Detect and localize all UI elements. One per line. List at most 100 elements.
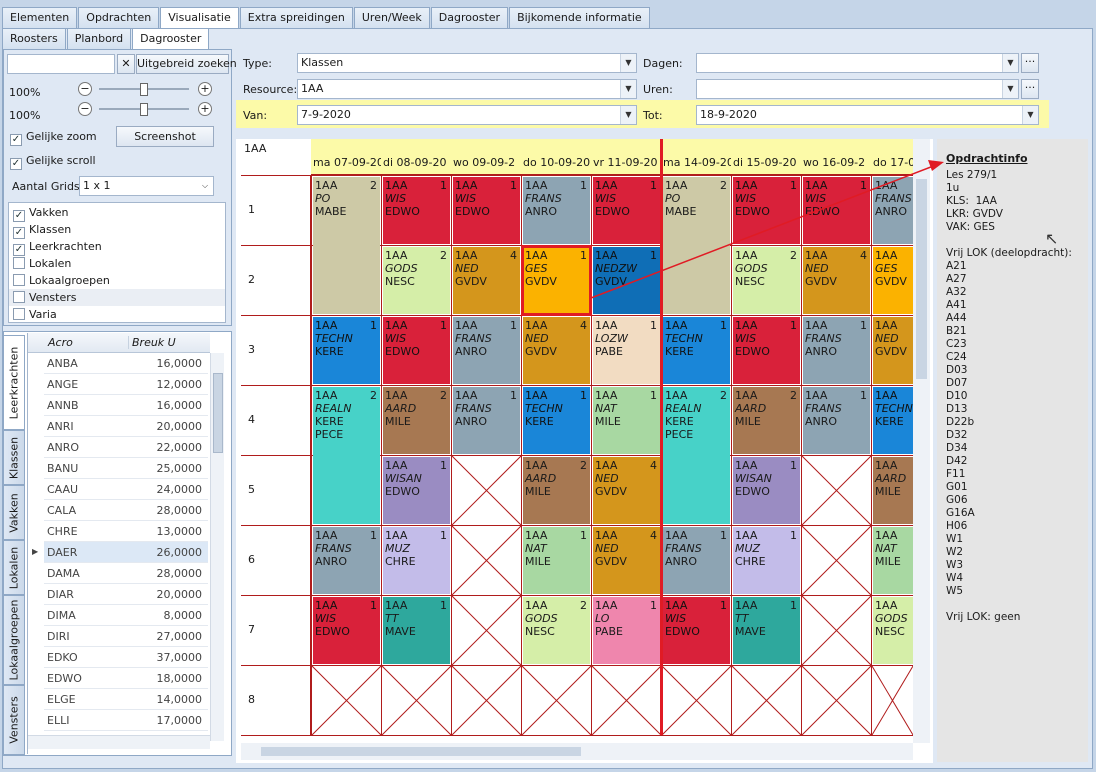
col-acro[interactable]: Acro xyxy=(48,336,73,349)
table-row[interactable]: ELGE 14,0000 xyxy=(44,689,208,710)
table-scrollbar[interactable] xyxy=(210,353,224,741)
grid-hscroll-thumb[interactable] xyxy=(261,747,581,756)
empty-slot[interactable] xyxy=(802,666,871,735)
table-row[interactable]: DAER 26,0000 ▶ xyxy=(32,542,208,563)
day-header[interactable]: ma 14-09-20 xyxy=(663,156,731,169)
lesson-block[interactable]: 1AA WIS EDWO 1 xyxy=(453,177,520,244)
col-breuk[interactable]: Breuk U xyxy=(128,336,176,349)
vtab-leerkrachten[interactable]: Leerkrachten xyxy=(3,335,25,430)
table-row[interactable]: ANBA 16,0000 xyxy=(44,353,208,374)
layer-item[interactable]: ✓ Klassen xyxy=(9,221,225,239)
zoom-out-1-button[interactable]: − xyxy=(78,82,92,96)
empty-slot[interactable] xyxy=(802,456,871,525)
empty-slot[interactable] xyxy=(592,666,661,735)
lesson-block[interactable]: 1AA WIS EDWO 1 xyxy=(663,597,730,664)
tab-bijkomende-informatie[interactable]: Bijkomende informatie xyxy=(509,7,650,28)
subtab-roosters[interactable]: Roosters xyxy=(2,28,66,49)
table-row[interactable]: ANRO 22,0000 xyxy=(44,437,208,458)
lesson-block[interactable]: 1AA FRANS ANRO 1 xyxy=(663,527,730,594)
lesson-block[interactable]: 1AA NED GVDV xyxy=(873,317,914,384)
search-input[interactable] xyxy=(7,54,115,74)
table-row[interactable]: ANGE 12,0000 xyxy=(44,374,208,395)
tab-opdrachten[interactable]: Opdrachten xyxy=(78,7,160,28)
lesson-block[interactable]: 1AA NED GVDV 4 xyxy=(593,527,660,594)
table-row[interactable]: DIAR 20,0000 xyxy=(44,584,208,605)
table-row[interactable]: DIRI 27,0000 xyxy=(44,626,208,647)
lesson-block[interactable]: 1AA GODS NESC 2 xyxy=(523,597,590,664)
table-row[interactable]: CALA 28,0000 xyxy=(44,500,208,521)
empty-slot[interactable] xyxy=(312,666,381,735)
empty-slot[interactable] xyxy=(452,526,521,595)
lesson-block[interactable]: 1AA WIS EDWO 1 xyxy=(593,177,660,244)
empty-slot[interactable] xyxy=(872,666,913,735)
resource-select[interactable]: 1AA ▼ xyxy=(297,79,637,99)
lesson-block[interactable]: 1AA GODS NESC xyxy=(873,597,914,664)
table-row[interactable]: ELLI 17,0000 xyxy=(44,710,208,731)
layer-item[interactable]: ✓ Vakken xyxy=(9,204,225,222)
van-date[interactable]: 7-9-2020 ▼ xyxy=(297,105,637,125)
table-scroll-thumb[interactable] xyxy=(213,373,223,453)
zoom-in-1-button[interactable]: + xyxy=(198,82,212,96)
lesson-block[interactable]: 1AA WIS EDWO 1 xyxy=(383,177,450,244)
type-select[interactable]: Klassen ▼ xyxy=(297,53,637,73)
lesson-block[interactable]: 1AA WIS EDWO 1 xyxy=(383,317,450,384)
day-header[interactable]: do 17-0 xyxy=(873,156,913,169)
lesson-block[interactable]: 1AA WIS EDWO 1 xyxy=(733,177,800,244)
lesson-block[interactable]: 1AA TECHN KERE 1 xyxy=(523,387,590,454)
day-header[interactable]: ma 07-09-20 xyxy=(313,156,381,169)
subtab-dagrooster[interactable]: Dagrooster xyxy=(132,28,210,50)
vtab-lokaalgroepen[interactable]: Lokaalgroepen xyxy=(3,595,25,685)
lesson-block[interactable]: 1AA GES GVDV xyxy=(873,247,914,314)
layer-item[interactable]: Lokalen xyxy=(9,255,225,272)
lesson-block[interactable]: 1AA WIS EDWO 1 xyxy=(313,597,380,664)
empty-slot[interactable] xyxy=(382,666,451,735)
grid-hscrollbar[interactable] xyxy=(241,743,913,760)
empty-slot[interactable] xyxy=(732,666,801,735)
lesson-block[interactable]: 1AA FRANS ANRO 1 xyxy=(523,177,590,244)
uren-more-button[interactable]: ··· xyxy=(1021,79,1039,99)
vtab-lokalen[interactable]: Lokalen xyxy=(3,540,25,595)
lesson-block[interactable]: 1AA FRANS ANRO 1 xyxy=(453,387,520,454)
gelijke-zoom-checkbox[interactable]: ✓ Gelijke zoom xyxy=(10,130,97,146)
vtab-vakken[interactable]: Vakken xyxy=(3,485,25,540)
clear-search-button[interactable]: ✕ xyxy=(117,54,135,74)
lesson-block[interactable]: 1AA WISAN EDWO 1 xyxy=(733,457,800,524)
empty-slot[interactable] xyxy=(802,526,871,595)
grid-vscrollbar[interactable] xyxy=(913,139,930,743)
lesson-block[interactable]: 1AA LO PABE 1 xyxy=(593,597,660,664)
lesson-block[interactable]: 1AA REALN KERE PECE 2 xyxy=(313,387,380,524)
dagen-more-button[interactable]: ··· xyxy=(1021,53,1039,73)
layer-item[interactable]: Lokaalgroepen xyxy=(9,272,225,289)
zoom-slider-1-thumb[interactable] xyxy=(140,83,148,96)
lesson-block[interactable]: 1AA AARD MILE 2 xyxy=(383,387,450,454)
lesson-block[interactable]: 1AA FRANS ANRO 1 xyxy=(803,317,870,384)
lesson-block[interactable]: 1AA NED GVDV 4 xyxy=(593,457,660,524)
lesson-block[interactable]: 1AA AARD MILE 2 xyxy=(733,387,800,454)
lesson-block[interactable]: 1AA GES GVDV 1 xyxy=(523,247,590,314)
table-row[interactable]: ANRI 20,0000 xyxy=(44,416,208,437)
day-header[interactable]: wo 09-09-2 xyxy=(453,156,516,169)
lesson-block[interactable]: 1AA NEDZW GVDV 1 xyxy=(593,247,660,314)
zoom-out-2-button[interactable]: − xyxy=(78,102,92,116)
lesson-block[interactable]: 1AA TECHN KERE 1 xyxy=(663,317,730,384)
zoom-in-2-button[interactable]: + xyxy=(198,102,212,116)
lesson-block[interactable]: 1AA TT MAVE 1 xyxy=(383,597,450,664)
table-row[interactable]: CHRE 13,0000 xyxy=(44,521,208,542)
tab-uren-week[interactable]: Uren/Week xyxy=(353,7,430,28)
table-hscrollbar[interactable] xyxy=(28,735,210,749)
lesson-block[interactable]: 1AA FRANS ANRO 1 xyxy=(803,387,870,454)
lesson-block[interactable]: 1AA TECHN KERE xyxy=(873,387,914,454)
screenshot-button[interactable]: Screenshot xyxy=(116,126,214,147)
lesson-block[interactable]: 1AA FRANS ANRO xyxy=(873,177,914,244)
lesson-block[interactable]: 1AA WIS EDWO 1 xyxy=(733,317,800,384)
day-header[interactable]: di 15-09-20 xyxy=(733,156,797,169)
day-header[interactable]: wo 16-09-2 xyxy=(803,156,866,169)
table-row[interactable]: CAAU 24,0000 xyxy=(44,479,208,500)
extended-search-button[interactable]: Uitgebreid zoeken xyxy=(136,54,237,74)
table-row[interactable]: ANNB 16,0000 xyxy=(44,395,208,416)
table-row[interactable]: BANU 25,0000 xyxy=(44,458,208,479)
lesson-block[interactable]: 1AA PO MABE 2 xyxy=(313,177,380,314)
gelijke-scroll-checkbox[interactable]: ✓ Gelijke scroll xyxy=(10,154,96,170)
lesson-block[interactable]: 1AA LOZW PABE 1 xyxy=(593,317,660,384)
lesson-block[interactable]: 1AA NED GVDV 4 xyxy=(453,247,520,314)
